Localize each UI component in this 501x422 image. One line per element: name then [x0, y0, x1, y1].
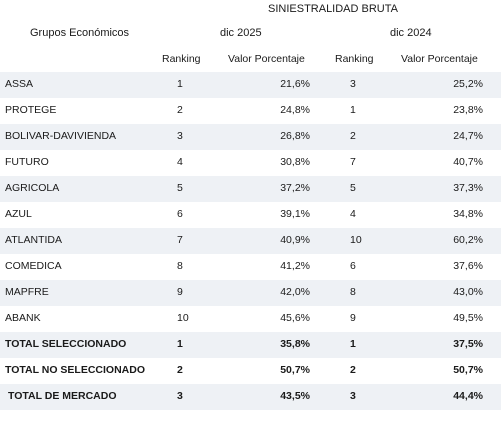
ranking-2025-header: Ranking [162, 53, 201, 65]
group-name: BOLIVAR-DAVIVIENDA [5, 130, 117, 142]
value-2025: 35,8% [280, 338, 310, 350]
ranking-2025: 1 [177, 338, 183, 350]
value-2025: 40,9% [280, 234, 310, 246]
group-name: TOTAL SELECCIONADO [5, 338, 127, 350]
value-2025: 41,2% [280, 260, 310, 272]
ranking-2025: 4 [177, 156, 183, 168]
group-name: TOTAL NO SELECCIONADO [5, 364, 146, 376]
group-name: ABANK [5, 312, 41, 324]
ranking-2024: 2 [350, 364, 356, 376]
ranking-2024: 1 [350, 338, 356, 350]
ranking-2025: 9 [177, 286, 183, 298]
ranking-2025: 8 [177, 260, 183, 272]
table-row: ABANK 10 45,6% 9 49,5% [0, 306, 501, 332]
ranking-2024: 7 [350, 156, 356, 168]
value-2024: 37,3% [453, 182, 483, 194]
value-2024: 60,2% [453, 234, 483, 246]
value-2024: 37,5% [453, 338, 483, 350]
table-row: FUTURO 4 30,8% 7 40,7% [0, 150, 501, 176]
group-name: AZUL [5, 208, 32, 220]
group-name: PROTEGE [5, 104, 57, 116]
ranking-2024-header: Ranking [335, 53, 374, 65]
ranking-2025: 3 [177, 130, 183, 142]
ranking-2025: 7 [177, 234, 183, 246]
ranking-2024: 2 [350, 130, 356, 142]
value-2025: 21,6% [280, 78, 310, 90]
value-2024-header: Valor Porcentaje [401, 53, 478, 65]
ranking-2025: 2 [177, 364, 183, 376]
ranking-2024: 1 [350, 104, 356, 116]
value-2024: 40,7% [453, 156, 483, 168]
group-name: MAPFRE [5, 286, 49, 298]
ranking-2024: 5 [350, 182, 356, 194]
value-2025: 50,7% [280, 364, 310, 376]
period-2025-header: dic 2025 [220, 27, 262, 39]
ranking-2025: 10 [177, 312, 189, 324]
table-body: ASSA 1 21,6% 3 25,2% PROTEGE 2 24,8% 1 2… [0, 72, 501, 410]
value-2025: 45,6% [280, 312, 310, 324]
ranking-2024: 4 [350, 208, 356, 220]
value-2024: 43,0% [453, 286, 483, 298]
table-row: COMEDICA 8 41,2% 6 37,6% [0, 254, 501, 280]
value-2025: 39,1% [280, 208, 310, 220]
total-market-row: TOTAL DE MERCADO 3 43,5% 3 44,4% [0, 384, 501, 410]
ranking-2025: 6 [177, 208, 183, 220]
ranking-2025: 2 [177, 104, 183, 116]
table-row: PROTEGE 2 24,8% 1 23,8% [0, 98, 501, 124]
value-2025: 42,0% [280, 286, 310, 298]
ranking-2024: 9 [350, 312, 356, 324]
value-2024: 49,5% [453, 312, 483, 324]
value-2025: 43,5% [280, 390, 310, 402]
ranking-2025: 5 [177, 182, 183, 194]
table-row: BOLIVAR-DAVIVIENDA 3 26,8% 2 24,7% [0, 124, 501, 150]
group-name: COMEDICA [5, 260, 62, 272]
value-2024: 34,8% [453, 208, 483, 220]
table-title: SINIESTRALIDAD BRUTA [268, 3, 398, 15]
ranking-2024: 8 [350, 286, 356, 298]
value-2025: 37,2% [280, 182, 310, 194]
group-column-header: Grupos Económicos [30, 27, 130, 39]
value-2025: 30,8% [280, 156, 310, 168]
group-name: TOTAL DE MERCADO [8, 390, 117, 402]
total-not-selected-row: TOTAL NO SELECCIONADO 2 50,7% 2 50,7% [0, 358, 501, 384]
value-2025-header: Valor Porcentaje [228, 53, 305, 65]
table-row: AZUL 6 39,1% 4 34,8% [0, 202, 501, 228]
ranking-2025: 1 [177, 78, 183, 90]
total-selected-row: TOTAL SELECCIONADO 1 35,8% 1 37,5% [0, 332, 501, 358]
table-row: ATLANTIDA 7 40,9% 10 60,2% [0, 228, 501, 254]
ranking-2024: 6 [350, 260, 356, 272]
value-2024: 24,7% [453, 130, 483, 142]
ranking-2025: 3 [177, 390, 183, 402]
period-2024-header: dic 2024 [390, 27, 432, 39]
value-2024: 25,2% [453, 78, 483, 90]
value-2024: 50,7% [453, 364, 483, 376]
group-name: FUTURO [5, 156, 49, 168]
table-row: MAPFRE 9 42,0% 8 43,0% [0, 280, 501, 306]
ranking-2024: 3 [350, 390, 356, 402]
value-2024: 37,6% [453, 260, 483, 272]
group-name: ASSA [5, 78, 34, 90]
group-name: AGRICOLA [5, 182, 60, 194]
value-2025: 26,8% [280, 130, 310, 142]
table-row: AGRICOLA 5 37,2% 5 37,3% [0, 176, 501, 202]
group-name: ATLANTIDA [5, 234, 62, 246]
value-2024: 23,8% [453, 104, 483, 116]
value-2025: 24,8% [280, 104, 310, 116]
ranking-2024: 10 [350, 234, 362, 246]
ranking-2024: 3 [350, 78, 356, 90]
table-row: ASSA 1 21,6% 3 25,2% [0, 72, 501, 98]
value-2024: 44,4% [453, 390, 483, 402]
